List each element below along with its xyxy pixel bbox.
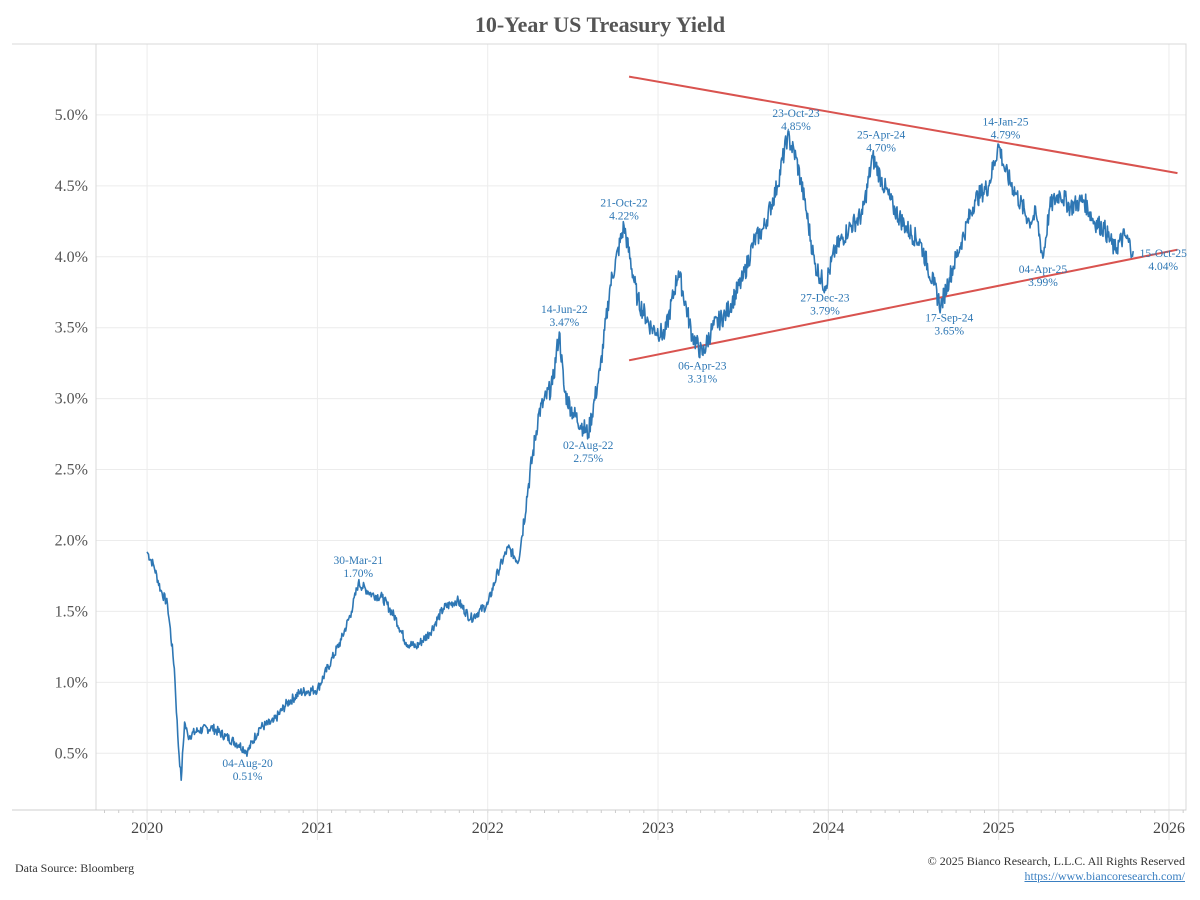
annotation-value: 4.04% <box>1148 261 1178 273</box>
x-axis-ticks: 2020 2021 2022 2023 2024 2025 2026 <box>131 820 1185 837</box>
annotation-value: 2.75% <box>573 453 603 465</box>
x-tick-label: 2023 <box>642 820 674 837</box>
annotation-value: 4.70% <box>866 142 896 154</box>
series-line <box>146 130 1134 782</box>
y-tick-label: 2.0% <box>55 532 88 549</box>
y-tick-label: 4.0% <box>55 249 88 266</box>
plot-frame <box>95 43 1187 811</box>
data-source: Data Source: Bloomberg <box>15 861 135 875</box>
website-link[interactable]: https://www.biancoresearch.com/ <box>1024 869 1185 883</box>
annotation-value: 4.22% <box>609 211 639 223</box>
trendlines <box>628 75 1178 362</box>
annotation-value: 3.79% <box>810 306 840 318</box>
annotation-date: 06-Apr-23 <box>678 361 727 373</box>
footer-credits: © 2025 Bianco Research, L.L.C. All Right… <box>928 854 1185 884</box>
annotation-date: 25-Apr-24 <box>857 129 906 141</box>
y-tick-label: 2.5% <box>55 462 88 479</box>
x-tick-label: 2024 <box>812 820 844 837</box>
x-tick-label: 2021 <box>301 820 333 837</box>
annotation-date: 17-Sep-24 <box>925 312 973 324</box>
axes <box>12 43 1187 840</box>
annotation-date: 14-Jun-22 <box>541 304 588 316</box>
trendline-lower-support <box>628 248 1178 362</box>
y-tick-label: 1.0% <box>55 674 88 691</box>
x-tick-label: 2025 <box>983 820 1015 837</box>
annotation-date: 14-Jan-25 <box>982 117 1028 129</box>
annotation-value: 3.47% <box>550 317 580 329</box>
y-tick-label: 5.0% <box>55 107 88 124</box>
annotation-date: 04-Aug-20 <box>222 758 273 770</box>
annotation-date: 15-Oct-25 <box>1140 248 1188 260</box>
chart-title: 10-Year US Treasury Yield <box>474 12 726 37</box>
annotation-value: 4.85% <box>781 121 811 133</box>
annotation-date: 30-Mar-21 <box>333 555 383 567</box>
trendline-upper-resistance <box>628 75 1178 175</box>
x-tick-label: 2020 <box>131 820 163 837</box>
annotations: 04-Aug-200.51% 30-Mar-211.70% 14-Jun-223.4… <box>222 108 1187 783</box>
x-tick-label: 2026 <box>1153 820 1185 837</box>
y-tick-label: 1.5% <box>55 603 88 620</box>
annotation-date: 04-Apr-25 <box>1019 264 1068 276</box>
annotation-value: 3.99% <box>1028 277 1058 289</box>
y-axis-ticks: 0.5% 1.0% 1.5% 2.0% 2.5% 3.0% 3.5% 4.0% 4.5% 5.0% <box>55 107 88 762</box>
y-tick-label: 4.5% <box>55 178 88 195</box>
copyright: © 2025 Bianco Research, L.L.C. All Right… <box>927 854 1185 868</box>
annotation-value: 4.79% <box>991 130 1021 142</box>
annotation-date: 27-Dec-23 <box>800 293 849 305</box>
annotation-value: 3.31% <box>687 374 717 386</box>
annotation-date: 21-Oct-22 <box>600 198 648 210</box>
x-tick-label: 2022 <box>472 820 504 837</box>
annotation-value: 1.70% <box>343 568 373 580</box>
y-tick-label: 3.0% <box>55 391 88 408</box>
series-group <box>146 130 1134 782</box>
grid-lines <box>96 44 1186 810</box>
annotation-value: 3.65% <box>934 325 964 337</box>
annotation-value: 0.51% <box>233 771 263 783</box>
y-tick-label: 0.5% <box>55 745 88 762</box>
y-tick-label: 3.5% <box>55 320 88 337</box>
annotation-date: 23-Oct-23 <box>772 108 820 120</box>
annotation-date: 02-Aug-22 <box>563 440 614 452</box>
